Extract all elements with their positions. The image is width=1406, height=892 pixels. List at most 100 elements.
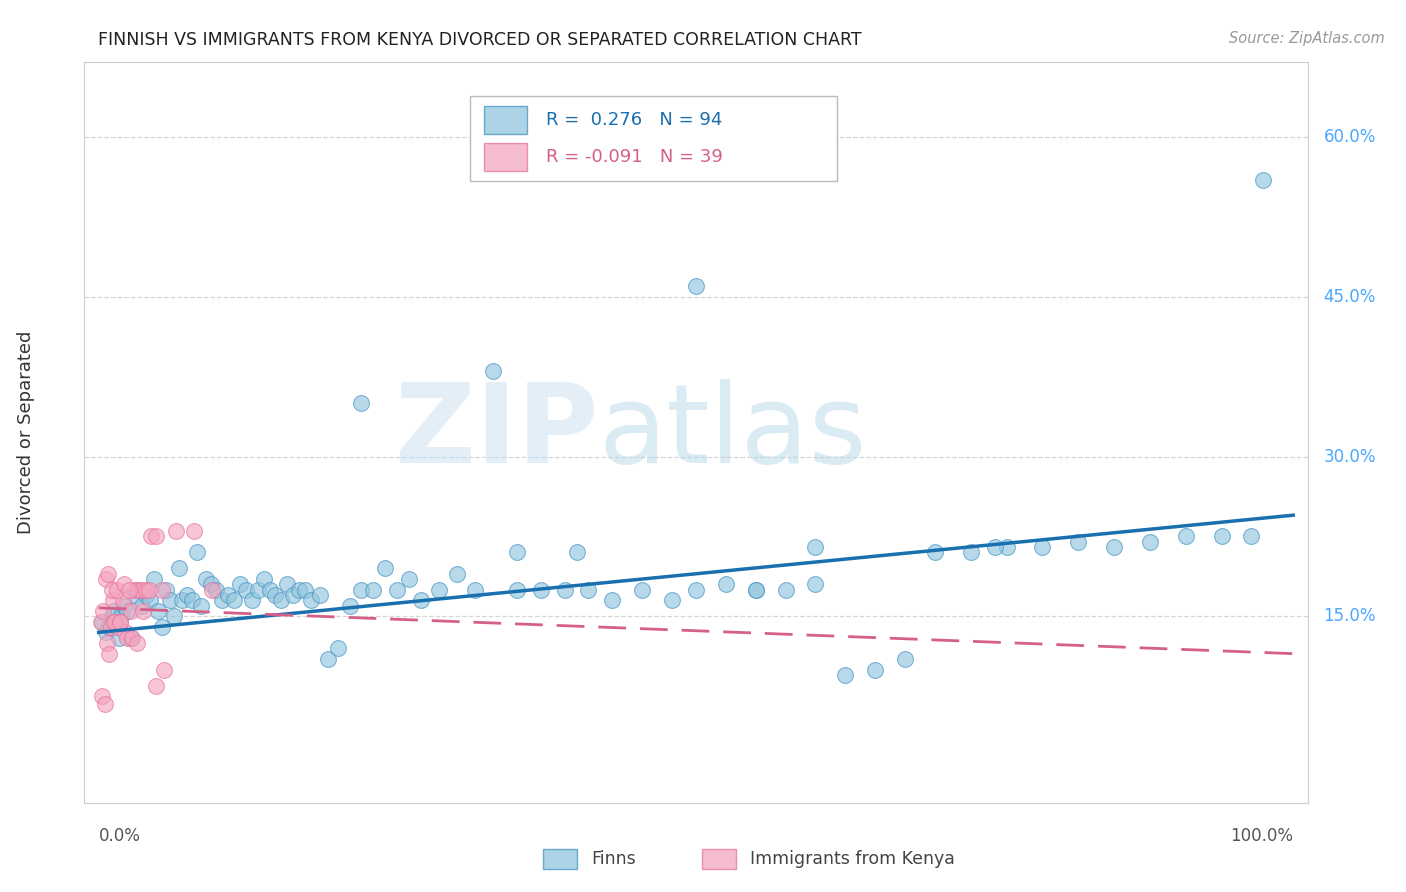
Point xyxy=(110,609,132,624)
Point xyxy=(565,545,588,559)
Point xyxy=(148,604,170,618)
Point xyxy=(97,566,120,581)
Point xyxy=(775,582,797,597)
Point xyxy=(363,582,385,597)
Point xyxy=(201,582,224,597)
Point xyxy=(120,631,142,645)
Point xyxy=(398,572,420,586)
Point xyxy=(138,582,160,597)
Point xyxy=(252,572,274,586)
Point xyxy=(195,572,218,586)
Point xyxy=(924,545,946,559)
FancyBboxPatch shape xyxy=(484,106,527,135)
Point xyxy=(145,679,167,693)
Point xyxy=(150,620,173,634)
Point xyxy=(264,588,287,602)
Text: ZIP: ZIP xyxy=(395,379,598,486)
Point xyxy=(685,582,707,597)
Point xyxy=(685,279,707,293)
Text: 0.0%: 0.0% xyxy=(98,827,141,846)
Text: Source: ZipAtlas.com: Source: ZipAtlas.com xyxy=(1229,31,1385,46)
Point xyxy=(631,582,654,597)
Text: 60.0%: 60.0% xyxy=(1323,128,1376,146)
Point xyxy=(427,582,450,597)
Point xyxy=(98,647,121,661)
Point xyxy=(108,615,131,629)
Point xyxy=(446,566,468,581)
Point xyxy=(120,604,142,618)
Point xyxy=(1240,529,1263,543)
Point xyxy=(744,582,766,597)
Point xyxy=(167,561,190,575)
Point xyxy=(217,588,239,602)
Point xyxy=(155,582,177,597)
FancyBboxPatch shape xyxy=(702,848,737,870)
Point xyxy=(246,582,269,597)
Point xyxy=(744,582,766,597)
Point xyxy=(834,668,856,682)
Point xyxy=(132,604,155,618)
Point xyxy=(159,593,181,607)
Point xyxy=(141,529,163,543)
Point xyxy=(1031,540,1053,554)
Point xyxy=(294,582,316,597)
Point xyxy=(326,641,349,656)
Point xyxy=(350,396,373,410)
Point xyxy=(995,540,1018,554)
Text: 30.0%: 30.0% xyxy=(1323,448,1376,466)
Point xyxy=(578,582,600,597)
Point xyxy=(204,582,226,597)
Point xyxy=(804,577,827,591)
Point xyxy=(142,572,165,586)
FancyBboxPatch shape xyxy=(543,848,578,870)
Point xyxy=(894,652,917,666)
Point xyxy=(165,524,187,538)
Point xyxy=(117,631,139,645)
Point xyxy=(91,690,114,704)
Point xyxy=(172,593,194,607)
Point xyxy=(105,620,128,634)
Point xyxy=(276,577,298,591)
Point xyxy=(228,577,250,591)
FancyBboxPatch shape xyxy=(470,95,837,181)
Point xyxy=(506,582,529,597)
Text: Divorced or Separated: Divorced or Separated xyxy=(17,331,35,534)
Point xyxy=(104,615,127,629)
Point xyxy=(124,588,146,602)
Point xyxy=(804,540,827,554)
Point xyxy=(283,588,305,602)
Point xyxy=(135,588,157,602)
Point xyxy=(270,593,292,607)
Point xyxy=(316,652,339,666)
Point xyxy=(959,545,981,559)
Point xyxy=(339,599,361,613)
Point xyxy=(530,582,553,597)
Point xyxy=(211,593,233,607)
Point xyxy=(114,625,136,640)
Text: Finns: Finns xyxy=(591,850,636,868)
Point xyxy=(411,593,433,607)
Point xyxy=(93,697,115,711)
Point xyxy=(108,615,131,629)
Point xyxy=(121,631,143,645)
Point xyxy=(153,663,176,677)
Point xyxy=(240,593,263,607)
Point xyxy=(117,582,139,597)
Text: 45.0%: 45.0% xyxy=(1323,288,1376,306)
Point xyxy=(1067,534,1090,549)
Point xyxy=(1139,534,1161,549)
Point xyxy=(186,545,208,559)
Point xyxy=(350,582,373,597)
Text: R = -0.091   N = 39: R = -0.091 N = 39 xyxy=(546,148,723,166)
Point xyxy=(387,582,409,597)
Point xyxy=(222,593,245,607)
Text: Immigrants from Kenya: Immigrants from Kenya xyxy=(749,850,955,868)
Point xyxy=(308,588,330,602)
Point xyxy=(554,582,576,597)
Point xyxy=(374,561,396,575)
Point xyxy=(124,582,146,597)
Point xyxy=(183,524,205,538)
Point xyxy=(131,599,153,613)
Point xyxy=(1211,529,1233,543)
Text: 100.0%: 100.0% xyxy=(1230,827,1294,846)
